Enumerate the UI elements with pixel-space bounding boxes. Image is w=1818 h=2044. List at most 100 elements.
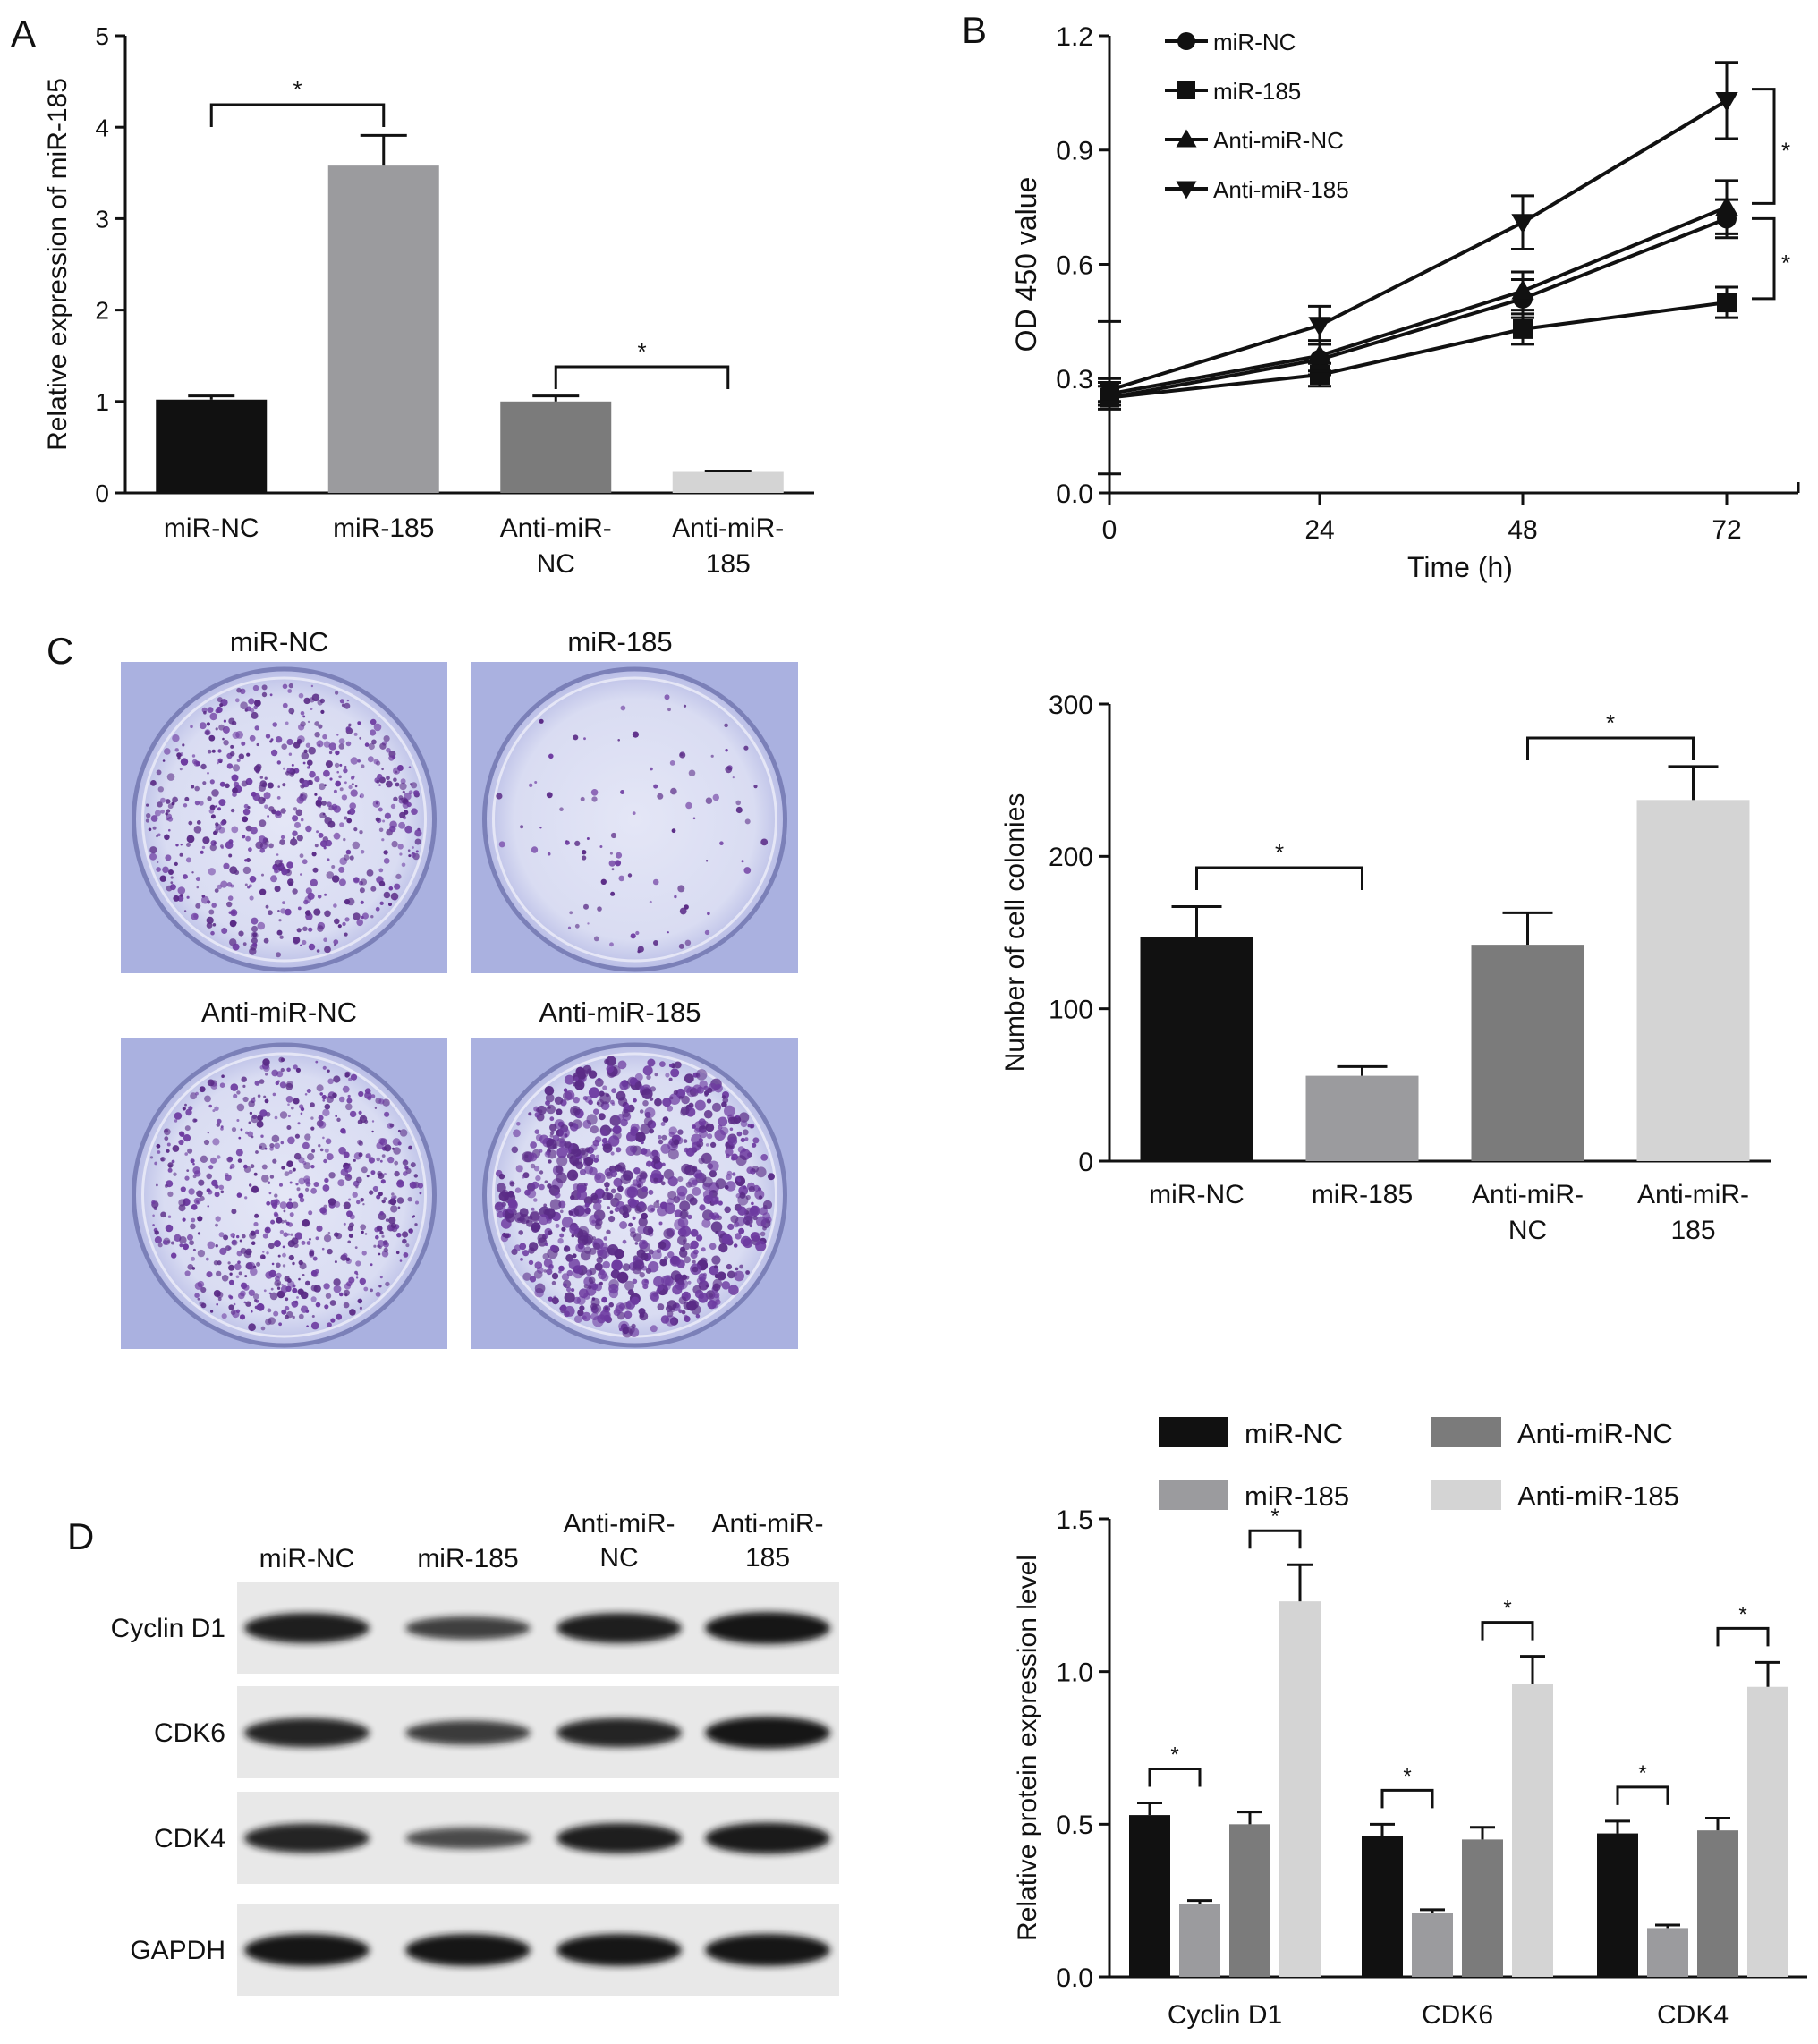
colony-dot xyxy=(379,1211,384,1216)
colony-dot xyxy=(715,1178,726,1190)
colony-dot xyxy=(601,1137,608,1144)
colony-dot xyxy=(339,787,344,792)
colony-dot xyxy=(403,1171,408,1176)
colony-dot xyxy=(343,1201,351,1209)
colony-dot xyxy=(353,1158,356,1162)
colony-dot xyxy=(396,765,404,771)
colony-dot xyxy=(291,1106,294,1110)
colony-dot xyxy=(162,759,166,762)
colony-dot xyxy=(341,703,345,708)
colony-dot xyxy=(199,1301,204,1307)
colony-dot xyxy=(559,807,564,811)
colony-dot xyxy=(630,1231,637,1238)
colony-dot xyxy=(249,1111,253,1115)
colony-dot xyxy=(622,1263,631,1271)
colony-dot xyxy=(549,1124,557,1132)
colony-dot xyxy=(407,1197,412,1202)
colony-dot xyxy=(250,1268,258,1276)
colony-dot xyxy=(259,888,267,895)
colony-dot xyxy=(244,859,248,862)
colony-dot xyxy=(419,1192,422,1195)
colony-dot xyxy=(514,1244,522,1251)
colony-dot xyxy=(382,1098,390,1107)
colony-dot xyxy=(673,1139,680,1146)
plate-title-anti-mir-185: Anti-miR-185 xyxy=(539,997,701,1028)
colony-dot xyxy=(299,1104,304,1109)
colony-dot xyxy=(178,1139,184,1146)
bar-CDK6-3 xyxy=(1512,1684,1553,1977)
colony-dot xyxy=(620,705,626,711)
blot-band xyxy=(705,1717,830,1749)
colony-dot xyxy=(151,1200,156,1205)
colony-dot xyxy=(310,878,318,887)
colony-dot xyxy=(333,805,342,813)
colony-dot xyxy=(496,1183,506,1193)
colony-dot xyxy=(377,1240,385,1247)
colony-dot xyxy=(632,1278,638,1285)
colony-dot xyxy=(156,769,162,776)
colony-dot xyxy=(314,776,320,783)
colony-dot xyxy=(413,1174,418,1178)
colony-dot xyxy=(366,1175,370,1178)
colony-dot xyxy=(628,1222,633,1227)
colony-dot xyxy=(626,1186,639,1198)
colony-dot xyxy=(566,1286,572,1293)
colony-dot xyxy=(253,1172,258,1176)
colony-dot xyxy=(235,1275,240,1279)
colony-dot xyxy=(632,1216,636,1220)
colony-dot xyxy=(236,1192,242,1198)
blot-band xyxy=(705,1822,830,1854)
bar-CDK6-2 xyxy=(1462,1839,1503,1977)
colony-dot xyxy=(349,855,354,861)
colony-dot xyxy=(737,1206,747,1216)
lane-label-1: miR-185 xyxy=(417,1544,518,1573)
colony-dot xyxy=(685,801,692,810)
legend-label: miR-185 xyxy=(1213,78,1301,105)
colony-dot xyxy=(380,1179,386,1184)
colony-dot xyxy=(652,1155,661,1164)
colony-dot xyxy=(197,1216,203,1222)
colony-dot xyxy=(209,804,216,810)
colony-dot xyxy=(174,1112,183,1120)
colony-dot xyxy=(394,1160,399,1166)
x-tick-label: Anti-miR- xyxy=(672,513,784,543)
colony-dot xyxy=(259,780,268,787)
colony-dot xyxy=(236,1119,240,1122)
plate-title-anti-mir-nc: Anti-miR-NC xyxy=(201,997,357,1028)
colony-dot xyxy=(702,1272,707,1277)
colony-dot xyxy=(529,1276,537,1283)
colony-dot xyxy=(350,757,358,765)
colony-dot xyxy=(221,928,228,934)
colony-dot xyxy=(163,1128,171,1136)
colony-dot xyxy=(285,721,289,725)
colony-dot xyxy=(157,786,164,793)
colony-dot xyxy=(309,770,316,778)
petri-dish-rim-1 xyxy=(492,676,777,963)
colony-dot xyxy=(236,1103,245,1112)
bar-2 xyxy=(1471,945,1584,1161)
y-axis-label: Number of cell colonies xyxy=(1000,793,1030,1073)
colony-dot xyxy=(247,1131,254,1138)
colony-dot xyxy=(256,742,259,747)
colony-dot xyxy=(724,1206,731,1214)
significance-bracket xyxy=(554,365,730,389)
blot-band xyxy=(556,1717,682,1748)
colony-dot xyxy=(344,917,350,922)
colony-dot xyxy=(375,817,380,822)
colony-dot xyxy=(296,835,303,842)
colony-dot xyxy=(223,862,230,869)
y-tick-label: 0.9 xyxy=(1056,137,1093,166)
colony-dot xyxy=(409,1181,417,1189)
colony-dot xyxy=(171,1159,175,1164)
colony-dot xyxy=(551,1297,559,1305)
colony-dot xyxy=(734,1270,744,1282)
colony-dot xyxy=(622,1108,631,1118)
colony-dot xyxy=(359,1115,368,1124)
colony-dot xyxy=(679,907,687,915)
colony-dot xyxy=(373,723,382,732)
colony-dot xyxy=(287,1222,293,1227)
colony-dot xyxy=(558,1127,570,1139)
colony-dot xyxy=(640,1252,649,1261)
colony-dot xyxy=(146,803,149,807)
colony-dot xyxy=(242,1234,246,1239)
